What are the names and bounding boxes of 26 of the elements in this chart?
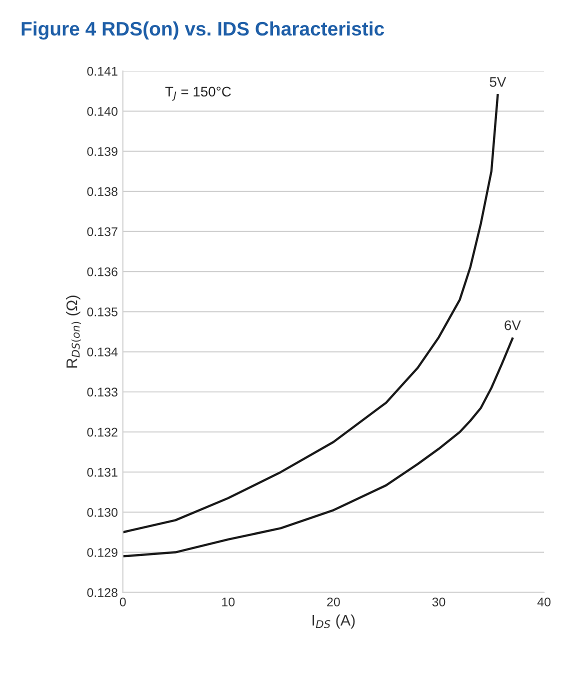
y-tick-label: 0.128 [87,588,118,598]
y-tick-label: 0.141 [87,66,118,76]
y-tick-label: 0.135 [87,307,118,316]
y-tick-label: 0.129 [87,548,118,557]
y-tick-label: 0.139 [87,147,118,156]
y-tick-label: 0.131 [87,468,118,477]
x-tick-label: 0 [120,598,126,606]
x-axis-title: I$_{DS}$ (A) [312,614,355,629]
x-tick-label: 10 [222,598,235,606]
y-tick-label: 0.136 [87,267,118,276]
y-tick-label: 0.140 [87,106,118,116]
y-tick-label: 0.130 [87,508,118,517]
y-axis-title: R$_{DS(on)}$ (Ω) [66,296,82,368]
line-series [122,337,514,558]
y-tick-label: 0.132 [87,428,118,437]
x-tick-label: 40 [537,598,551,606]
y-tick-label: 0.133 [87,388,118,397]
y-tick-label: 0.137 [87,227,118,236]
chart-title: Figure 4 RDS(on) vs. IDS Characteristic [22,21,384,40]
y-tick-label: 0.134 [87,348,118,356]
x-tick-label: 30 [432,598,446,606]
series-label: 5V [490,77,506,87]
y-tick-label: 0.138 [87,187,118,196]
annotation: T$_{J}$ = 150°C [165,86,231,101]
x-tick-label: 20 [327,598,340,606]
series-label: 6V [504,320,521,330]
